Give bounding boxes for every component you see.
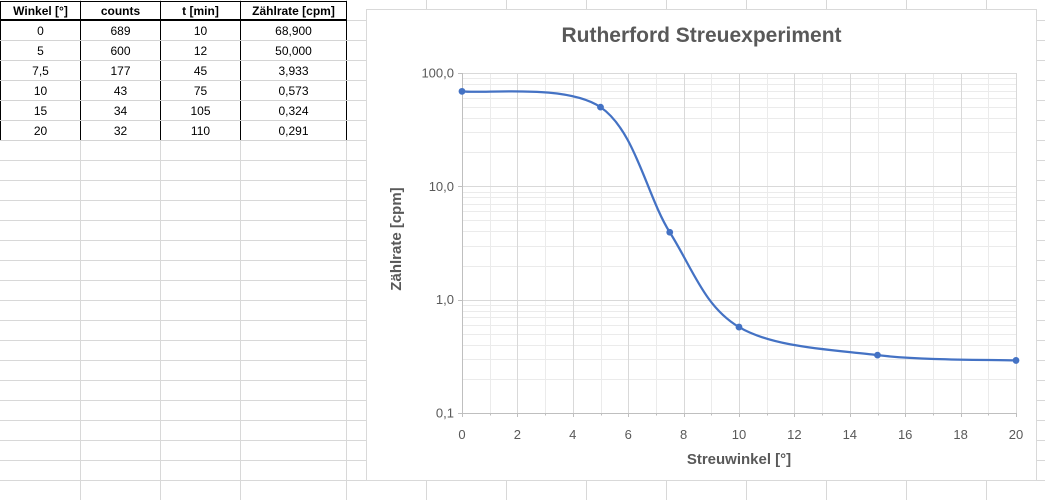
tick-label: 18	[953, 427, 967, 442]
axes	[458, 73, 1017, 417]
cell[interactable]: 12	[160, 40, 241, 61]
column-header[interactable]: Zählrate [cpm]	[240, 1, 347, 21]
cell[interactable]: 0,291	[240, 120, 347, 141]
tick-label: 14	[843, 427, 857, 442]
cell[interactable]: 45	[160, 60, 241, 81]
plot-area: 0 2 4 6 8 10 12 14 16 18 20 100,0 10,0 1,0 0,1	[421, 66, 1023, 443]
column-header[interactable]: t [min]	[160, 1, 241, 21]
tick-label: 20	[1009, 427, 1023, 442]
tick-label: 1,0	[436, 292, 454, 307]
y-tick-labels: 100,0 10,0 1,0 0,1	[421, 66, 454, 421]
series-line	[460, 90, 1018, 362]
data-point	[735, 323, 743, 331]
cell[interactable]: 34	[80, 100, 161, 121]
major-gridlines	[462, 73, 1017, 413]
tick-label: 16	[898, 427, 912, 442]
column-header[interactable]: Winkel [°]	[0, 1, 81, 21]
tick-label: 6	[625, 427, 632, 442]
tick-label: 10,0	[429, 179, 454, 194]
minor-gridlines	[462, 73, 1016, 413]
cell[interactable]: 105	[160, 100, 241, 121]
table-row: 0 689 10 68,900	[0, 20, 347, 41]
data-point	[597, 103, 604, 111]
cell[interactable]: 32	[80, 120, 161, 141]
data-point	[666, 228, 674, 236]
tick-label: 12	[787, 427, 801, 442]
cell[interactable]: 10	[160, 20, 241, 41]
tick-label: 10	[732, 427, 746, 442]
tick-label: 8	[680, 427, 687, 442]
cell[interactable]: 110	[160, 120, 241, 141]
cell[interactable]: 5	[0, 40, 81, 61]
table-row: 15 34 105 0,324	[0, 100, 347, 121]
cell[interactable]: 20	[0, 120, 81, 141]
column-header[interactable]: counts	[80, 1, 161, 21]
cell[interactable]: 68,900	[240, 20, 347, 41]
cell[interactable]: 10	[0, 80, 81, 101]
tick-label: 100,0	[421, 66, 454, 81]
table-row: 10 43 75 0,573	[0, 80, 347, 101]
table-header-row: Winkel [°] counts t [min] Zählrate [cpm]	[0, 1, 347, 21]
x-axis-title: Streuwinkel [°]	[686, 451, 792, 468]
chart[interactable]: Rutherford Streuexperiment Zählrate [cpm…	[366, 9, 1037, 481]
cell[interactable]: 0,573	[240, 80, 347, 101]
cell[interactable]: 3,933	[240, 60, 347, 81]
cell[interactable]: 43	[80, 80, 161, 101]
cell[interactable]: 0,324	[240, 100, 347, 121]
chart-title: Rutherford Streuexperiment	[561, 24, 842, 47]
table-row: 7,5 177 45 3,933	[0, 60, 347, 81]
cell[interactable]: 7,5	[0, 60, 81, 81]
x-tick-labels: 0 2 4 6 8 10 12 14 16 18 20	[458, 427, 1023, 442]
tick-label: 2	[514, 427, 521, 442]
cell[interactable]: 177	[80, 60, 161, 81]
data-point	[1012, 357, 1020, 364]
cell[interactable]: 75	[160, 80, 241, 101]
cell[interactable]: 0	[0, 20, 81, 41]
tick-label: 0,1	[436, 406, 454, 421]
tick-label: 4	[569, 427, 576, 442]
cell[interactable]: 689	[80, 20, 161, 41]
data-point	[874, 351, 881, 359]
data-point-markers	[458, 87, 1020, 364]
tick-label: 0	[458, 427, 465, 442]
data-point	[458, 87, 466, 95]
table-row: 20 32 110 0,291	[0, 120, 347, 141]
cell[interactable]: 50,000	[240, 40, 347, 61]
cell[interactable]: 600	[80, 40, 161, 61]
table-row: 5 600 12 50,000	[0, 40, 347, 61]
cell[interactable]: 15	[0, 100, 81, 121]
